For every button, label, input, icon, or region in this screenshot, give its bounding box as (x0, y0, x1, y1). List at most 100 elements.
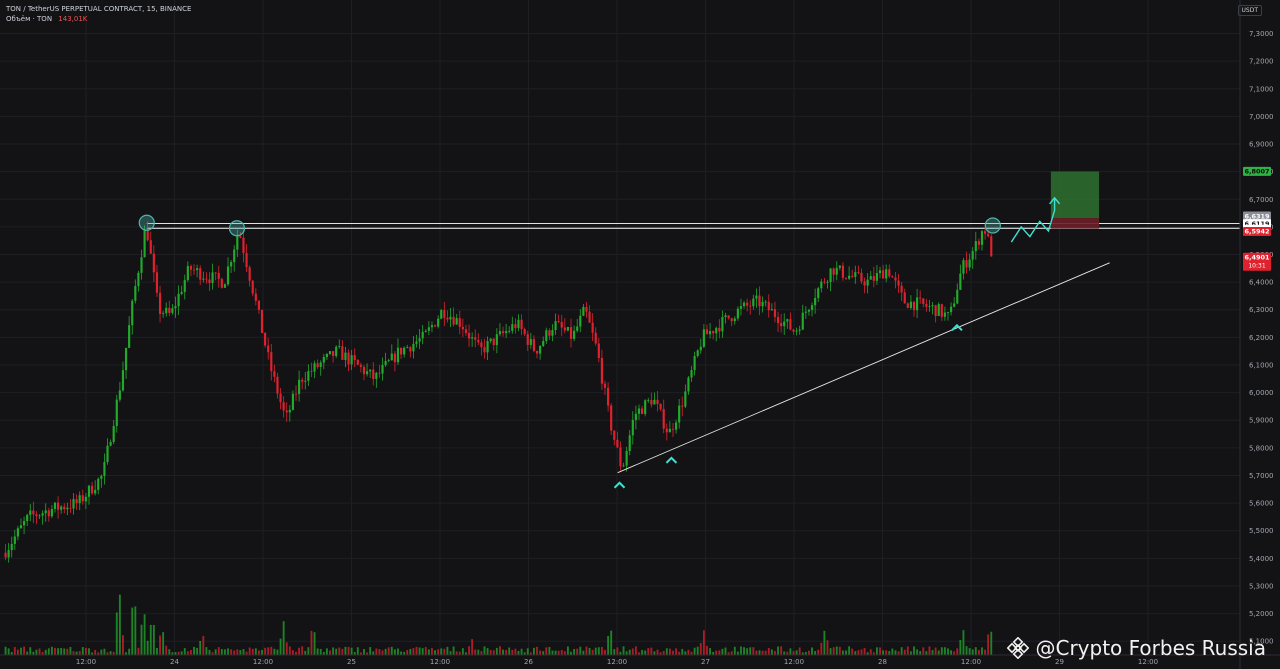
candle-body (551, 329, 554, 336)
candle-body (109, 441, 112, 446)
volume-bar (205, 647, 208, 655)
volume-bar (134, 606, 137, 655)
candle-body (810, 305, 814, 310)
candle-body (177, 293, 180, 307)
candle-body (668, 428, 671, 433)
candle-body (795, 330, 798, 332)
volume-bar (576, 648, 579, 655)
volume-bar (193, 646, 195, 655)
caret-up-icon (613, 481, 626, 489)
candle-body (548, 330, 551, 336)
candle-body (591, 322, 594, 333)
volume-bar (792, 651, 795, 655)
candle-body (603, 383, 607, 388)
risk-reward-boxes (1050, 171, 1100, 229)
symbol-title[interactable]: TON / TetherUS PERPETUAL CONTRACT, 15, B… (6, 5, 192, 13)
candle-body (715, 327, 718, 334)
volume-bar (619, 651, 622, 655)
volume-bar (848, 646, 851, 655)
volume-bar (761, 650, 764, 655)
candle-body (87, 485, 91, 497)
volume-bar (659, 652, 662, 655)
candle-body (644, 400, 647, 414)
candle-body (674, 422, 678, 430)
volume-bar (798, 647, 801, 655)
candle-body (712, 331, 715, 334)
volume-bar (953, 651, 956, 655)
volume-bar (573, 649, 576, 655)
candle-body (758, 295, 761, 307)
candle-body (344, 352, 347, 360)
volume-bar (727, 652, 730, 655)
volume-bar (10, 652, 13, 655)
volume-bar (78, 651, 81, 655)
candle-body (909, 301, 912, 308)
volume-bar (180, 651, 183, 655)
volume-bar (950, 650, 953, 655)
price-tick-label: 7,0000 (1249, 113, 1274, 121)
candle-body (430, 325, 434, 328)
volume-bar (390, 646, 393, 655)
volume-bar (298, 647, 301, 655)
candle-body (26, 514, 29, 522)
volume-bar (931, 650, 934, 655)
candle-body (146, 230, 149, 241)
candle-body (60, 506, 63, 510)
candle-body (582, 306, 585, 316)
volume-bar (190, 650, 192, 655)
volume-bar (4, 646, 7, 655)
candle-body (832, 268, 835, 275)
candle-body (183, 280, 186, 293)
candle-body (922, 298, 925, 304)
candle-body (245, 253, 248, 268)
volume-bar (208, 649, 211, 655)
candle-body (523, 329, 526, 335)
volume-bar (987, 634, 990, 655)
candle-body (100, 475, 103, 479)
time-axis[interactable]: 12:00 24 12:00 25 12:00 26 12:00 27 12:00 28 12:00… (0, 654, 1280, 666)
currency-badge[interactable]: USDT (1237, 5, 1262, 16)
candle-body (486, 341, 489, 353)
candle-body (733, 318, 736, 322)
volume-bar (551, 650, 554, 655)
volume-bar (146, 640, 149, 655)
candle-body (4, 552, 7, 558)
candle-body (421, 331, 424, 339)
candle-body (365, 371, 369, 375)
candle-body (693, 355, 696, 371)
candle-body (696, 350, 699, 356)
volume-bar (412, 648, 415, 655)
volume-bar (350, 647, 353, 655)
candle-body (285, 410, 288, 413)
candle-body (393, 353, 396, 363)
volume-bar (777, 646, 779, 655)
candle-body (158, 292, 162, 314)
volume-bar (696, 646, 699, 655)
price-tick-label: 6,4000 (1249, 279, 1274, 287)
candle-body (950, 306, 953, 313)
volume-bar (279, 638, 282, 655)
candle-body (681, 405, 684, 407)
volume-bar (16, 649, 19, 655)
volume-bar (922, 647, 925, 655)
volume-bar (325, 648, 328, 655)
candle-body (294, 393, 298, 395)
candle-body (298, 379, 301, 394)
volume-bar (789, 648, 792, 655)
candle-body (121, 370, 125, 391)
volume-bar (600, 646, 603, 655)
volume-bar (254, 648, 257, 655)
volume-bar (542, 651, 545, 655)
volume-bar (183, 648, 186, 655)
candle-body (239, 236, 242, 238)
volume-bar (829, 648, 832, 655)
candle-body (983, 231, 987, 234)
price-axis[interactable]: 7,30007,20007,10007,00006,90006,80006,70… (1239, 0, 1274, 669)
volume-bar (514, 648, 517, 655)
candle-body (205, 278, 208, 280)
candle-body (369, 369, 372, 372)
volume-bar (502, 649, 504, 655)
volume-bar (242, 649, 245, 655)
price-label-text: 6,6319 (1244, 212, 1270, 220)
